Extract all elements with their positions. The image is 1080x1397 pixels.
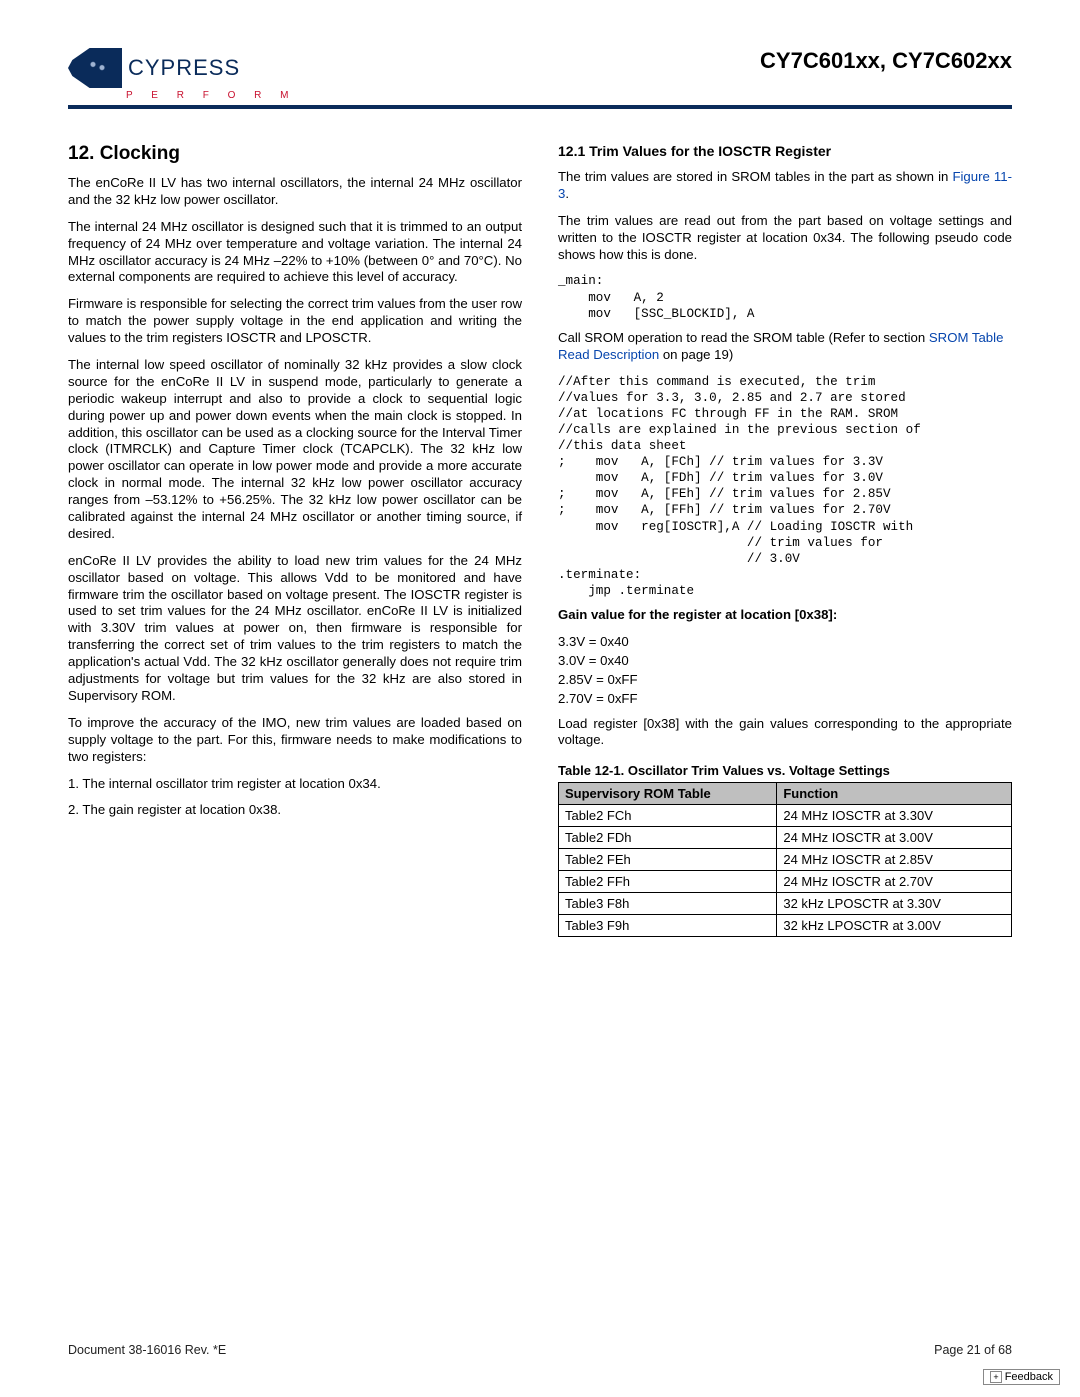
logo-icon xyxy=(68,48,122,88)
text-run: Call SROM operation to read the SROM tab… xyxy=(558,330,929,345)
table-header-cell: Supervisory ROM Table xyxy=(559,783,777,805)
list-item: 2. The gain register at location 0x38. xyxy=(68,802,522,819)
body-paragraph: enCoRe II LV provides the ability to loa… xyxy=(68,553,522,705)
gain-value: 3.3V = 0x40 xyxy=(558,634,1012,651)
section-heading: 12. Clocking xyxy=(68,143,522,165)
page-number: Page 21 of 68 xyxy=(934,1343,1012,1357)
table-title: Table 12-1. Oscillator Trim Values vs. V… xyxy=(558,763,1012,778)
text-run: on page 19) xyxy=(659,347,733,362)
table-cell: Table2 FFh xyxy=(559,871,777,893)
body-paragraph: The trim values are stored in SROM table… xyxy=(558,169,1012,203)
table-cell: Table2 FCh xyxy=(559,805,777,827)
table-row: Table3 F9h32 kHz LPOSCTR at 3.00V xyxy=(559,915,1012,937)
table-cell: Table2 FDh xyxy=(559,827,777,849)
doc-id: Document 38-16016 Rev. *E xyxy=(68,1343,226,1357)
code-block: //After this command is executed, the tr… xyxy=(558,374,1012,600)
gain-value: 2.85V = 0xFF xyxy=(558,672,1012,689)
body-paragraph: The enCoRe II LV has two internal oscill… xyxy=(68,175,522,209)
text-run: The trim values are stored in SROM table… xyxy=(558,169,952,184)
table-cell: Table2 FEh xyxy=(559,849,777,871)
body-paragraph: Firmware is responsible for selecting th… xyxy=(68,296,522,347)
table-cell: Table3 F8h xyxy=(559,893,777,915)
list-item: 1. The internal oscillator trim register… xyxy=(68,776,522,793)
body-paragraph: The internal low speed oscillator of nom… xyxy=(68,357,522,543)
body-paragraph: The trim values are read out from the pa… xyxy=(558,213,1012,264)
table-row: Table2 FDh24 MHz IOSCTR at 3.00V xyxy=(559,827,1012,849)
code-block: _main: mov A, 2 mov [SSC_BLOCKID], A xyxy=(558,273,1012,321)
table-cell: 32 kHz LPOSCTR at 3.30V xyxy=(777,893,1012,915)
table-cell: 24 MHz IOSCTR at 3.30V xyxy=(777,805,1012,827)
body-paragraph: The internal 24 MHz oscillator is design… xyxy=(68,219,522,287)
subsection-heading: 12.1 Trim Values for the IOSCTR Register xyxy=(558,143,1012,159)
body-paragraph: To improve the accuracy of the IMO, new … xyxy=(68,715,522,766)
body-paragraph: Load register [0x38] with the gain value… xyxy=(558,716,1012,750)
table-row: Table2 FCh24 MHz IOSCTR at 3.30V xyxy=(559,805,1012,827)
gain-value: 2.70V = 0xFF xyxy=(558,691,1012,708)
doc-title: CY7C601xx, CY7C602xx xyxy=(760,48,1012,74)
feedback-button[interactable]: + Feedback xyxy=(983,1369,1060,1385)
left-column: 12. Clocking The enCoRe II LV has two in… xyxy=(68,143,522,937)
plus-icon: + xyxy=(990,1371,1001,1383)
page-footer: Document 38-16016 Rev. *E Page 21 of 68 xyxy=(68,1343,1012,1357)
table-cell: Table3 F9h xyxy=(559,915,777,937)
right-column: 12.1 Trim Values for the IOSCTR Register… xyxy=(558,143,1012,937)
gain-value: 3.0V = 0x40 xyxy=(558,653,1012,670)
table-cell: 24 MHz IOSCTR at 2.85V xyxy=(777,849,1012,871)
page-header: CYPRESS P E R F O R M CY7C601xx, CY7C602… xyxy=(68,48,1012,101)
table-cell: 24 MHz IOSCTR at 3.00V xyxy=(777,827,1012,849)
table-row: Table2 FFh24 MHz IOSCTR at 2.70V xyxy=(559,871,1012,893)
content-columns: 12. Clocking The enCoRe II LV has two in… xyxy=(68,143,1012,937)
trim-table: Supervisory ROM Table Function Table2 FC… xyxy=(558,782,1012,937)
header-rule xyxy=(68,105,1012,109)
gain-heading: Gain value for the register at location … xyxy=(558,607,1012,624)
brand-tagline: P E R F O R M xyxy=(126,90,297,101)
table-row: Table3 F8h32 kHz LPOSCTR at 3.30V xyxy=(559,893,1012,915)
brand-text: CYPRESS xyxy=(128,55,240,81)
logo-row: CYPRESS xyxy=(68,48,240,88)
logo-block: CYPRESS P E R F O R M xyxy=(68,48,297,101)
text-run: . xyxy=(565,186,569,201)
feedback-label: Feedback xyxy=(1005,1371,1053,1383)
gain-list: 3.3V = 0x40 3.0V = 0x40 2.85V = 0xFF 2.7… xyxy=(558,634,1012,708)
table-header-cell: Function xyxy=(777,783,1012,805)
table-cell: 24 MHz IOSCTR at 2.70V xyxy=(777,871,1012,893)
table-header-row: Supervisory ROM Table Function xyxy=(559,783,1012,805)
body-paragraph: Call SROM operation to read the SROM tab… xyxy=(558,330,1012,364)
table-row: Table2 FEh24 MHz IOSCTR at 2.85V xyxy=(559,849,1012,871)
table-cell: 32 kHz LPOSCTR at 3.00V xyxy=(777,915,1012,937)
